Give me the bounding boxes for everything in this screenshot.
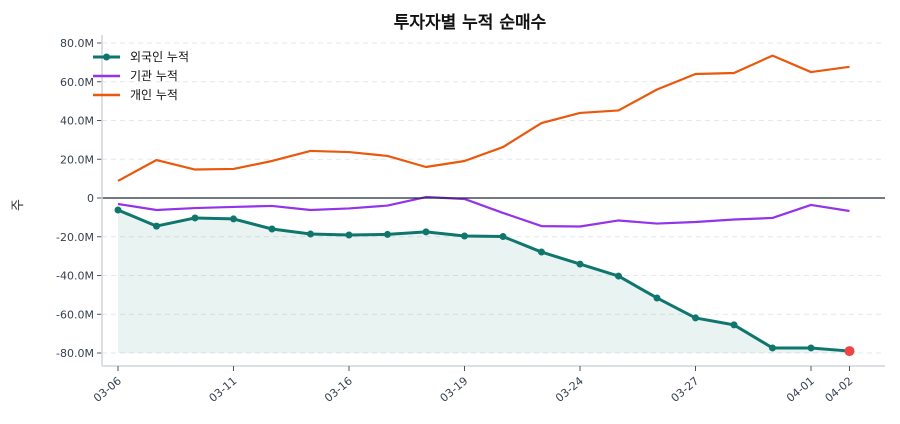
data-point — [345, 231, 353, 239]
chart-title: 투자자별 누적 순매수 — [394, 13, 547, 33]
y-tick-label: 0 — [87, 192, 94, 205]
data-point — [499, 233, 507, 241]
x-tick-label: 03-16 — [322, 374, 355, 405]
series-line-2 — [117, 54, 850, 182]
data-point — [769, 344, 776, 352]
y-tick-label: 60.0M — [60, 76, 94, 89]
legend-label: 개인 누적 — [130, 88, 178, 102]
x-tick-label: 03-06 — [91, 374, 124, 405]
data-point — [153, 222, 160, 230]
x-tick-label: 03-19 — [438, 374, 471, 405]
data-point — [384, 230, 391, 238]
x-tick-label: 03-24 — [553, 374, 586, 405]
data-point — [268, 225, 276, 233]
legend-marker — [103, 53, 110, 61]
last-point-marker — [844, 346, 855, 357]
data-point — [653, 294, 661, 302]
y-tick-label: 20.0M — [60, 153, 94, 166]
data-point — [230, 215, 237, 223]
data-point — [692, 314, 699, 322]
y-tick-label: -40.0M — [56, 270, 94, 283]
y-axis-label: 주 — [11, 199, 26, 211]
foreign-area — [118, 210, 850, 353]
data-point — [615, 272, 622, 280]
data-point — [730, 321, 738, 329]
data-point — [538, 248, 545, 256]
y-tick-label: -80.0M — [56, 347, 94, 360]
y-tick-label: 80.0M — [60, 37, 94, 50]
y-tick-label: -20.0M — [56, 231, 94, 244]
data-point — [307, 230, 314, 238]
y-tick-label: 40.0M — [60, 115, 94, 128]
data-point — [422, 228, 430, 236]
legend-label: 외국인 누적 — [130, 50, 189, 64]
x-tick-label: 03-27 — [669, 374, 702, 405]
legend-label: 기관 누적 — [130, 69, 178, 83]
series-line-1 — [117, 195, 850, 228]
y-tick-label: -60.0M — [56, 308, 94, 321]
x-tick-label: 03-11 — [207, 374, 240, 405]
data-point — [114, 206, 122, 214]
x-tick-label: 04-01 — [784, 374, 817, 405]
x-tick-label: 04-02 — [823, 374, 856, 405]
data-point — [807, 344, 815, 352]
series-line-0 — [117, 208, 850, 353]
data-point — [191, 214, 199, 222]
data-point — [461, 232, 468, 240]
data-point — [576, 260, 584, 268]
